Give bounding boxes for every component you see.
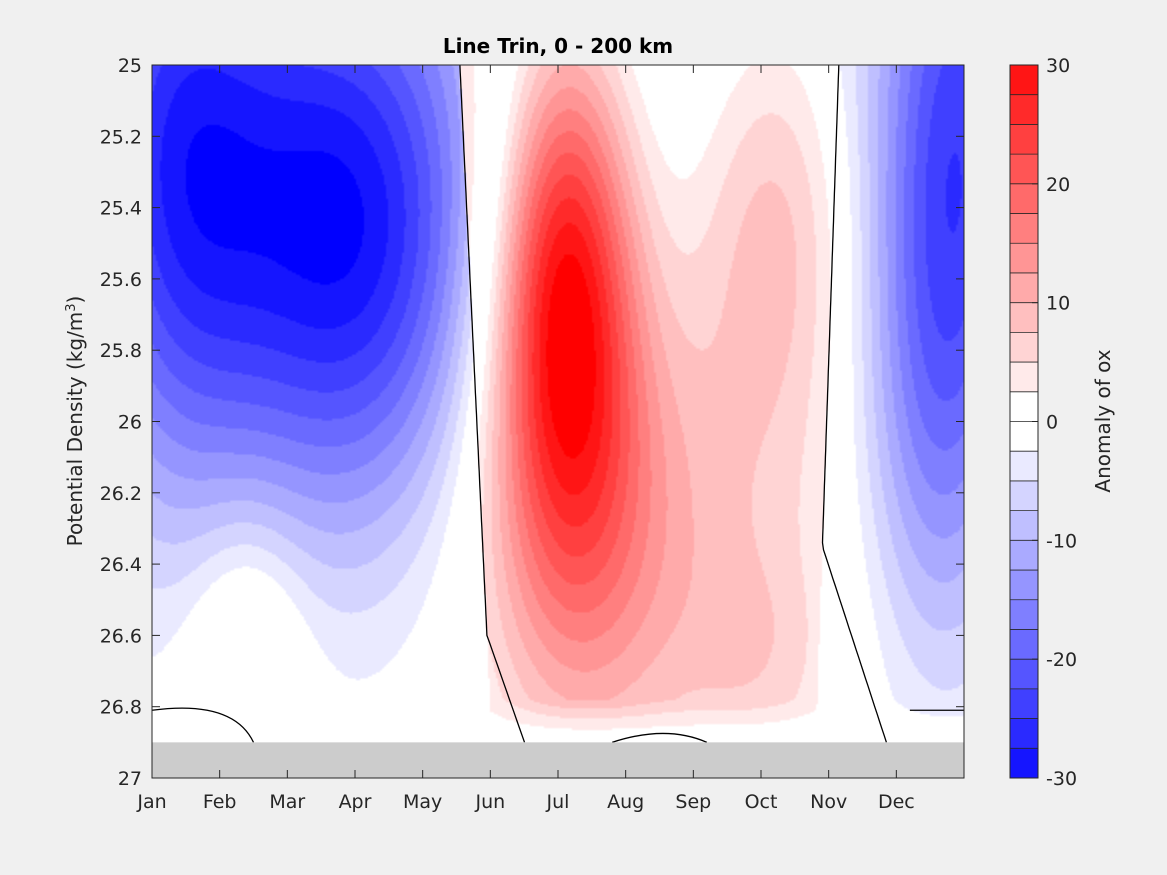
colorbar-segment	[1010, 302, 1038, 333]
colorbar-segment	[1010, 748, 1038, 779]
colorbar-segment	[1010, 718, 1038, 749]
colorbar-segment	[1010, 272, 1038, 304]
colorbar-segment	[1010, 391, 1038, 422]
x-tick-label: May	[403, 791, 442, 813]
x-tick-label: Mar	[269, 791, 305, 813]
y-tick-label: 25	[118, 55, 142, 77]
colorbar-segment	[1010, 243, 1038, 274]
colorbar-tick-label: -10	[1046, 530, 1077, 552]
y-tick-label: 26.2	[100, 483, 142, 505]
y-tick-label: 27	[118, 768, 142, 790]
x-tick-label: Jun	[474, 791, 505, 813]
colorbar-segment	[1010, 332, 1038, 363]
y-tick-label: 26	[118, 412, 142, 434]
colorbar-segment	[1010, 362, 1038, 393]
colorbar-segment	[1010, 94, 1038, 125]
x-tick-label: Oct	[745, 791, 778, 813]
y-tick-label: 25.6	[100, 269, 142, 291]
axis-ticks: Jan Feb Mar Apr May Jun Jul Aug Sep Oct Nov Dec 25 25…	[100, 55, 964, 813]
colorbar: 30 20 10 0 -10 -20 -30	[1009, 55, 1077, 790]
colorbar-label: Anomaly of ox	[1091, 349, 1115, 492]
y-tick-label: 25.8	[100, 340, 142, 362]
colorbar-tick-label: -20	[1046, 649, 1077, 671]
colorbar-segment	[1010, 688, 1038, 720]
colorbar-tick-label: 20	[1046, 174, 1070, 196]
colorbar-segment	[1010, 451, 1038, 482]
x-tick-label: Feb	[203, 791, 237, 813]
x-tick-label: Apr	[339, 791, 372, 813]
chart-title: Line Trin, 0 - 200 km	[443, 34, 673, 58]
colorbar-segment	[1010, 599, 1038, 630]
colorbar-segment	[1010, 570, 1038, 601]
colorbar-segment	[1010, 154, 1038, 185]
colorbar-segment	[1010, 213, 1038, 244]
colorbar-segment	[1010, 65, 1038, 96]
colorbar-segment	[1010, 629, 1038, 660]
x-tick-label: Aug	[607, 791, 644, 813]
colorbar-segment	[1010, 510, 1038, 541]
colorbar-segment	[1010, 183, 1038, 215]
colorbar-segment	[1010, 124, 1038, 155]
x-tick-label: Nov	[810, 791, 847, 813]
contour-field	[152, 65, 964, 778]
colorbar-segment	[1010, 659, 1038, 690]
y-tick-label: 25.2	[100, 126, 142, 148]
x-tick-label: Jan	[136, 791, 166, 813]
colorbar-tick-label: 0	[1046, 412, 1058, 434]
colorbar-tick-label: 10	[1046, 293, 1070, 315]
x-tick-label: Dec	[878, 791, 915, 813]
contour-fill-image	[152, 65, 964, 778]
x-tick-label: Sep	[675, 791, 711, 813]
y-axis-label: Potential Density (kg/m3)	[63, 296, 87, 547]
colorbar-tick-label: 30	[1046, 55, 1070, 77]
zero-contour-line	[151, 64, 964, 743]
y-tick-label: 26.8	[100, 697, 142, 719]
x-tick-label: Jul	[546, 791, 570, 813]
colorbar-segment	[1010, 540, 1038, 571]
y-tick-label: 26.6	[100, 625, 142, 647]
colorbar-segment	[1010, 480, 1038, 512]
colorbar-segment	[1010, 421, 1038, 452]
y-tick-label: 25.4	[100, 198, 142, 220]
colorbar-tick-label: -30	[1046, 768, 1077, 790]
y-tick-label: 26.4	[100, 554, 142, 576]
